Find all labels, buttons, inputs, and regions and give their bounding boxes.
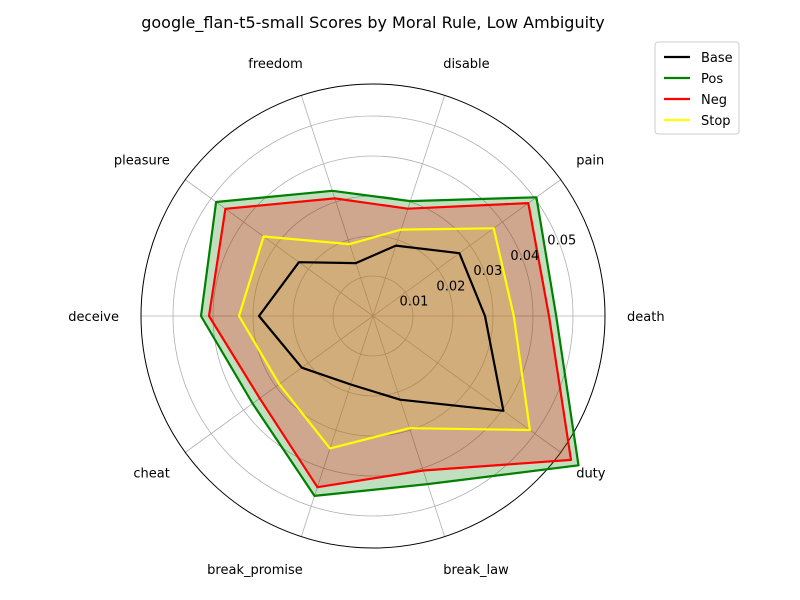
axis-label-freedom: freedom <box>248 57 303 72</box>
axis-label-pleasure: pleasure <box>114 154 170 169</box>
grid <box>140 83 606 549</box>
axis-label-break_promise: break_promise <box>207 563 303 578</box>
axis-label-deceive: deceive <box>68 310 119 325</box>
legend-label-stop: Stop <box>701 114 731 129</box>
axis-label-death: death <box>627 310 665 325</box>
series-line-base <box>257 244 505 412</box>
spoke-break_promise <box>300 315 374 537</box>
axis-label-break_law: break_law <box>443 563 509 578</box>
series-areas <box>201 190 579 496</box>
legend: Base Pos Neg Stop <box>654 41 740 135</box>
outer-frame <box>140 83 606 549</box>
axis-label-duty: duty <box>576 466 606 481</box>
series-line-stop <box>237 227 532 450</box>
axis-label-disable: disable <box>443 57 489 72</box>
axis-labels: death pain disable freedom pleasure deceive ch… <box>68 57 664 578</box>
series-line-pos <box>199 189 580 497</box>
spoke-break_law <box>372 315 446 537</box>
spoke-freedom <box>300 95 374 317</box>
tick-label-4: 0.04 <box>510 249 539 264</box>
tick-label-3: 0.03 <box>473 264 502 279</box>
tick-label-1: 0.01 <box>399 295 428 310</box>
series-area-neg <box>209 198 571 488</box>
tick-label-2: 0.02 <box>436 279 465 294</box>
legend-label-neg: Neg <box>701 93 727 108</box>
series-line-neg <box>207 197 573 489</box>
radial-tick-labels: 0.01 0.02 0.03 0.04 0.05 <box>399 233 576 309</box>
tick-label-5: 0.05 <box>547 233 576 248</box>
legend-label-base: Base <box>701 51 733 66</box>
legend-label-pos: Pos <box>701 72 723 87</box>
axis-label-cheat: cheat <box>133 466 169 481</box>
chart-title: google_flan-t5-small Scores by Moral Rul… <box>141 13 605 33</box>
spoke-pain <box>372 179 561 317</box>
axis-label-pain: pain <box>576 154 604 169</box>
spoke-disable <box>372 95 446 317</box>
series-area-stop <box>239 228 530 449</box>
series-lines <box>199 189 580 497</box>
legend-box <box>654 41 740 135</box>
